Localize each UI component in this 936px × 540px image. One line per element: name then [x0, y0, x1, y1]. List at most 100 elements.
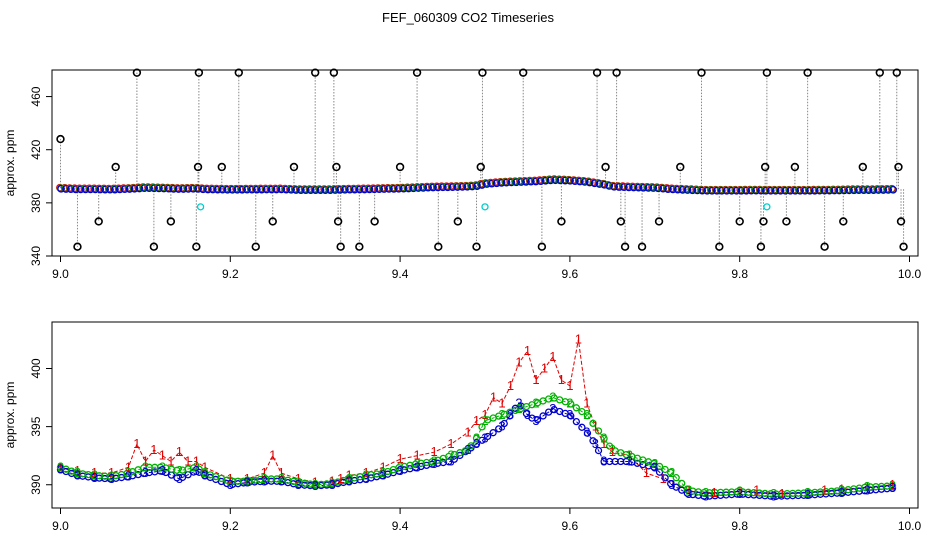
top-baseline-point — [204, 185, 212, 194]
top-outlier-point — [434, 242, 443, 251]
top-baseline-point — [194, 185, 202, 193]
bottom-series-line — [60, 397, 893, 495]
top-baseline-point — [243, 185, 251, 194]
top-baseline-point — [179, 185, 188, 193]
top-y-axis-label: approx. ppm — [3, 130, 17, 197]
bottom-series-point-label: 3 — [125, 469, 132, 484]
bottom-series-point-label: 2 — [447, 448, 454, 463]
top-baseline-point — [341, 185, 349, 194]
bottom-series-point-label: 1 — [779, 486, 786, 501]
bottom-series-point-label: 1 — [464, 424, 471, 439]
top-baseline-point — [174, 185, 183, 193]
top-baseline-point — [884, 186, 893, 194]
top-baseline-point — [766, 186, 775, 195]
bottom-series-point-label: 3 — [396, 463, 403, 478]
bottom-series-point-label: 2 — [863, 479, 870, 494]
bottom-series-point-label: 1 — [575, 331, 582, 346]
bottom-series-point-label: 1 — [380, 459, 387, 474]
top-baseline-point — [722, 186, 731, 195]
bottom-series-point-label: 1 — [515, 355, 522, 370]
bottom-plot-frame — [51, 321, 919, 509]
bottom-series-point-label: 3 — [244, 474, 251, 489]
top-outlier-point — [654, 217, 664, 226]
bottom-series-point-label: 1 — [549, 349, 556, 364]
top-baseline-point — [346, 185, 354, 194]
top-baseline-point — [375, 185, 384, 193]
top-outlier-point — [759, 217, 768, 226]
bottom-series-point-label: 3 — [193, 463, 200, 478]
bottom-series-point-label: 2 — [515, 401, 522, 416]
bottom-series-point-label: 1 — [74, 463, 81, 478]
bottom-x-tick-label: 9.6 — [562, 519, 579, 533]
top-outlier-point — [839, 217, 848, 226]
bottom-series-line — [60, 339, 893, 495]
top-baseline-point — [150, 184, 158, 193]
top-baseline-point — [502, 178, 511, 187]
bottom-marker-point — [605, 442, 614, 450]
top-baseline-point — [717, 186, 726, 195]
top-baseline-point — [727, 186, 736, 195]
top-outlier-point — [592, 68, 602, 77]
bottom-y-axis: 390 395 400 — [29, 358, 52, 495]
top-baseline-point — [189, 184, 198, 193]
top-y-axis: 340 380 420 460 — [29, 86, 52, 266]
top-baseline-point — [698, 186, 707, 195]
bottom-series-point-label: 1 — [838, 481, 845, 496]
top-baseline-point — [771, 186, 780, 195]
bottom-series-point-label: 1 — [430, 444, 437, 459]
top-baseline-point — [610, 182, 619, 191]
bottom-series-point-label: 3 — [329, 477, 336, 492]
bottom-series-point-label: 3 — [626, 454, 633, 469]
bottom-series-point-label: 2 — [244, 473, 251, 488]
top-calibration-point — [763, 203, 771, 211]
top-baseline-point — [213, 185, 222, 194]
top-baseline-point — [218, 185, 227, 194]
top-baseline-point — [419, 184, 428, 192]
top-baseline-point — [394, 184, 403, 193]
top-baseline-point — [796, 186, 804, 195]
bottom-series-point-label: 1 — [159, 448, 166, 463]
bottom-series-point-label: 1 — [804, 485, 811, 500]
bottom-series-point-label: 1 — [133, 436, 140, 451]
top-baseline-point — [184, 185, 193, 193]
bottom-series-point-label: 2 — [363, 467, 370, 482]
bottom-series-point-label: 2 — [380, 465, 387, 480]
bottom-marker-point — [472, 434, 481, 442]
bottom-series-point-label: 3 — [142, 465, 149, 480]
top-outlier-point — [762, 68, 772, 77]
top-outlier-point — [519, 68, 528, 77]
top-baseline-point — [81, 185, 90, 194]
bottom-x-axis: 9.0 9.2 9.4 9.6 9.8 10.0 — [52, 508, 922, 533]
top-outlier-point — [896, 217, 906, 226]
top-outlier-point — [875, 68, 884, 77]
top-x-axis: 9.0 9.2 9.4 9.6 9.8 10.0 — [52, 256, 922, 281]
top-baseline-point — [62, 185, 70, 193]
bottom-y-axis-label: approx. ppm — [3, 382, 17, 449]
top-baseline-point — [737, 186, 746, 195]
top-outlier-point — [192, 242, 201, 251]
top-baseline-point — [580, 178, 589, 186]
top-x-tick-label: 10.0 — [898, 267, 922, 281]
top-baseline-point — [620, 183, 628, 192]
top-baseline-point — [659, 184, 667, 193]
top-baseline-point — [478, 181, 486, 189]
top-baseline-point — [605, 182, 614, 190]
bottom-series-point-label: 1 — [592, 419, 599, 434]
top-baseline-point — [67, 185, 75, 194]
top-outlier-point — [899, 242, 908, 251]
top-baseline-point — [644, 184, 653, 192]
bottom-series-point-label: 1 — [643, 465, 650, 480]
bottom-series-point-label: 3 — [473, 436, 480, 451]
top-baseline-point — [262, 185, 271, 194]
top-baseline-point — [874, 186, 883, 194]
bottom-series-point-label: 3 — [91, 470, 98, 485]
bottom-marker-point — [678, 479, 686, 488]
bottom-y-tick-label: 395 — [29, 416, 43, 436]
bottom-marker-point — [178, 473, 187, 482]
bottom-series-point-label: 1 — [413, 448, 420, 463]
top-baseline-point — [566, 176, 574, 185]
top-outlier-point — [715, 242, 724, 251]
bottom-series-point-label: 3 — [464, 442, 471, 457]
top-baseline-point — [830, 186, 839, 195]
